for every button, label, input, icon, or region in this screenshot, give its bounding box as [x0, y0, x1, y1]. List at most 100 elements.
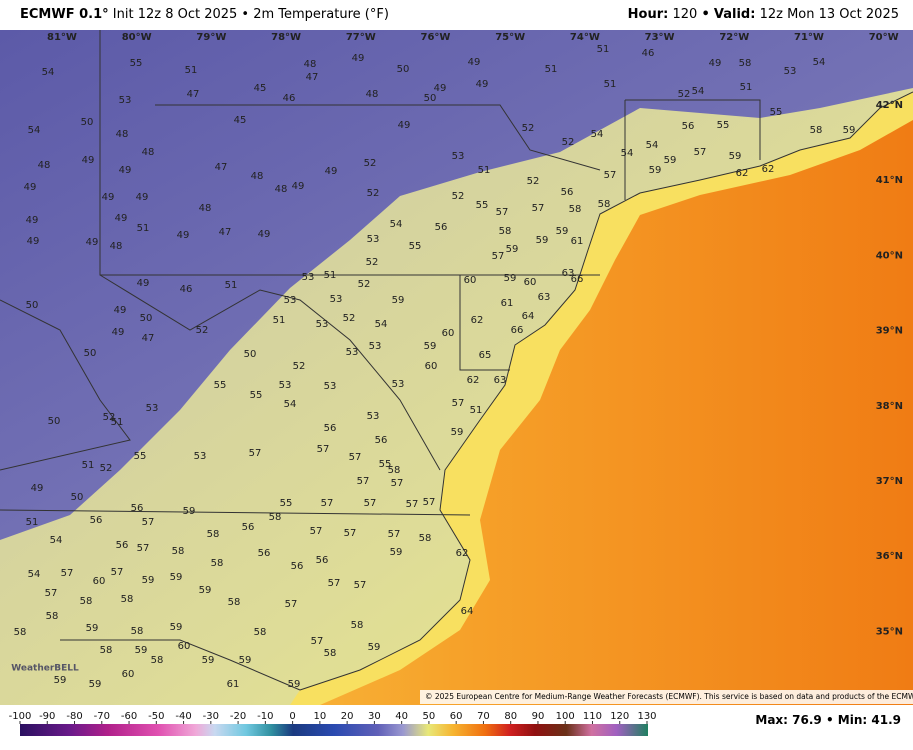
temp-label: 49: [102, 192, 115, 203]
lat-label: 41°N: [876, 175, 903, 186]
temp-label: 53: [146, 403, 159, 414]
temp-label: 52: [196, 325, 209, 336]
temp-label: 59: [392, 295, 405, 306]
temp-label: 58: [211, 558, 224, 569]
temp-label: 51: [111, 417, 124, 428]
temp-label: 52: [366, 257, 379, 268]
temp-label: 53: [346, 347, 359, 358]
temp-label: 60: [425, 361, 438, 372]
model: ECMWF 0.1°: [20, 7, 109, 22]
temp-label: 48: [142, 147, 155, 158]
lon-label: 75°W: [495, 32, 525, 43]
colorbar-tick-label: 0: [289, 711, 295, 722]
temp-label: 50: [397, 64, 410, 75]
temp-label: 53: [367, 234, 380, 245]
temp-label: 57: [492, 251, 505, 262]
temp-label: 59: [199, 585, 212, 596]
temp-label: 66: [511, 325, 524, 336]
temp-label: 51: [470, 405, 483, 416]
temp-label: 54: [390, 219, 403, 230]
lat-label: 37°N: [876, 476, 903, 487]
temp-label: 53: [452, 151, 465, 162]
lat-label: 36°N: [876, 551, 903, 562]
temp-label: 56: [116, 540, 129, 551]
temp-label: 50: [71, 492, 84, 503]
temp-label: 51: [324, 270, 337, 281]
temp-label: 48: [366, 89, 379, 100]
temp-label: 49: [398, 120, 411, 131]
temp-label: 57: [496, 207, 509, 218]
temp-label: 54: [50, 535, 63, 546]
temp-label: 52: [452, 191, 465, 202]
temp-label: 58: [569, 204, 582, 215]
temp-label: 57: [388, 529, 401, 540]
state-border: [459, 275, 510, 371]
temp-label: 58: [14, 627, 27, 638]
colorbar-tick-label: -100: [9, 711, 32, 722]
temp-label: 57: [61, 568, 74, 579]
temp-label: 58: [100, 645, 113, 656]
colorbar-tick-label: 60: [450, 711, 463, 722]
temp-label: 49: [709, 58, 722, 69]
temp-label: 59: [239, 655, 252, 666]
temp-label: 53: [392, 379, 405, 390]
temp-label: 59: [135, 645, 148, 656]
temp-label: 57: [45, 588, 58, 599]
temp-label: 46: [180, 284, 193, 295]
colorbar-tick-label: 110: [583, 711, 602, 722]
colorbar-tick-label: 10: [314, 711, 327, 722]
temp-label: 57: [354, 580, 367, 591]
temp-label: 63: [538, 292, 551, 303]
temp-label: 55: [280, 498, 293, 509]
lon-label: 78°W: [271, 32, 301, 43]
temp-label: 58: [269, 512, 282, 523]
temp-label: 49: [26, 215, 39, 226]
lat-label: 40°N: [876, 250, 903, 261]
temp-label: 48: [199, 203, 212, 214]
temp-label: 49: [114, 305, 127, 316]
valid: 12z Mon 13 Oct 2025: [759, 7, 899, 22]
header: ECMWF 0.1° Init 12z 8 Oct 2025 • 2m Temp…: [0, 0, 913, 30]
temp-label: 53: [284, 295, 297, 306]
temp-label: 57: [423, 497, 436, 508]
temp-label: 58: [151, 655, 164, 666]
temp-label: 49: [137, 278, 150, 289]
temp-label: 54: [813, 57, 826, 68]
temp-label: 52: [367, 188, 380, 199]
temp-label: 51: [604, 79, 617, 90]
temp-label: 56: [291, 561, 304, 572]
temp-label: 55: [409, 241, 422, 252]
temp-label: 56: [435, 222, 448, 233]
lon-label: 71°W: [794, 32, 824, 43]
temp-label: 49: [86, 237, 99, 248]
temp-label: 47: [187, 89, 200, 100]
temp-label: 53: [330, 294, 343, 305]
temp-label: 58: [131, 626, 144, 637]
temp-label: 57: [694, 147, 707, 158]
temp-label: 51: [545, 64, 558, 75]
colorbar-tick-label: -80: [66, 711, 82, 722]
colorbar-tick-label: -60: [121, 711, 137, 722]
colorbar-tick-label: 100: [556, 711, 575, 722]
temp-label: 55: [134, 451, 147, 462]
temp-label: 57: [285, 599, 298, 610]
temp-label: 58: [207, 529, 220, 540]
temp-label: 49: [434, 83, 447, 94]
temp-label: 59: [368, 642, 381, 653]
temp-label: 57: [249, 448, 262, 459]
temp-label: 47: [142, 333, 155, 344]
temp-label: 62: [762, 164, 775, 175]
temp-label: 49: [352, 53, 365, 64]
temp-label: 51: [225, 280, 238, 291]
temp-label: 50: [48, 416, 61, 427]
temp-label: 56: [131, 503, 144, 514]
lon-label: 70°W: [869, 32, 899, 43]
max-label: Max:: [755, 713, 788, 727]
temp-label: 53: [194, 451, 207, 462]
colorbar-tick-label: 50: [423, 711, 436, 722]
temp-label: 56: [316, 555, 329, 566]
temp-label: 54: [28, 569, 41, 580]
lat-label: 42°N: [876, 100, 903, 111]
temp-label: 52: [358, 279, 371, 290]
